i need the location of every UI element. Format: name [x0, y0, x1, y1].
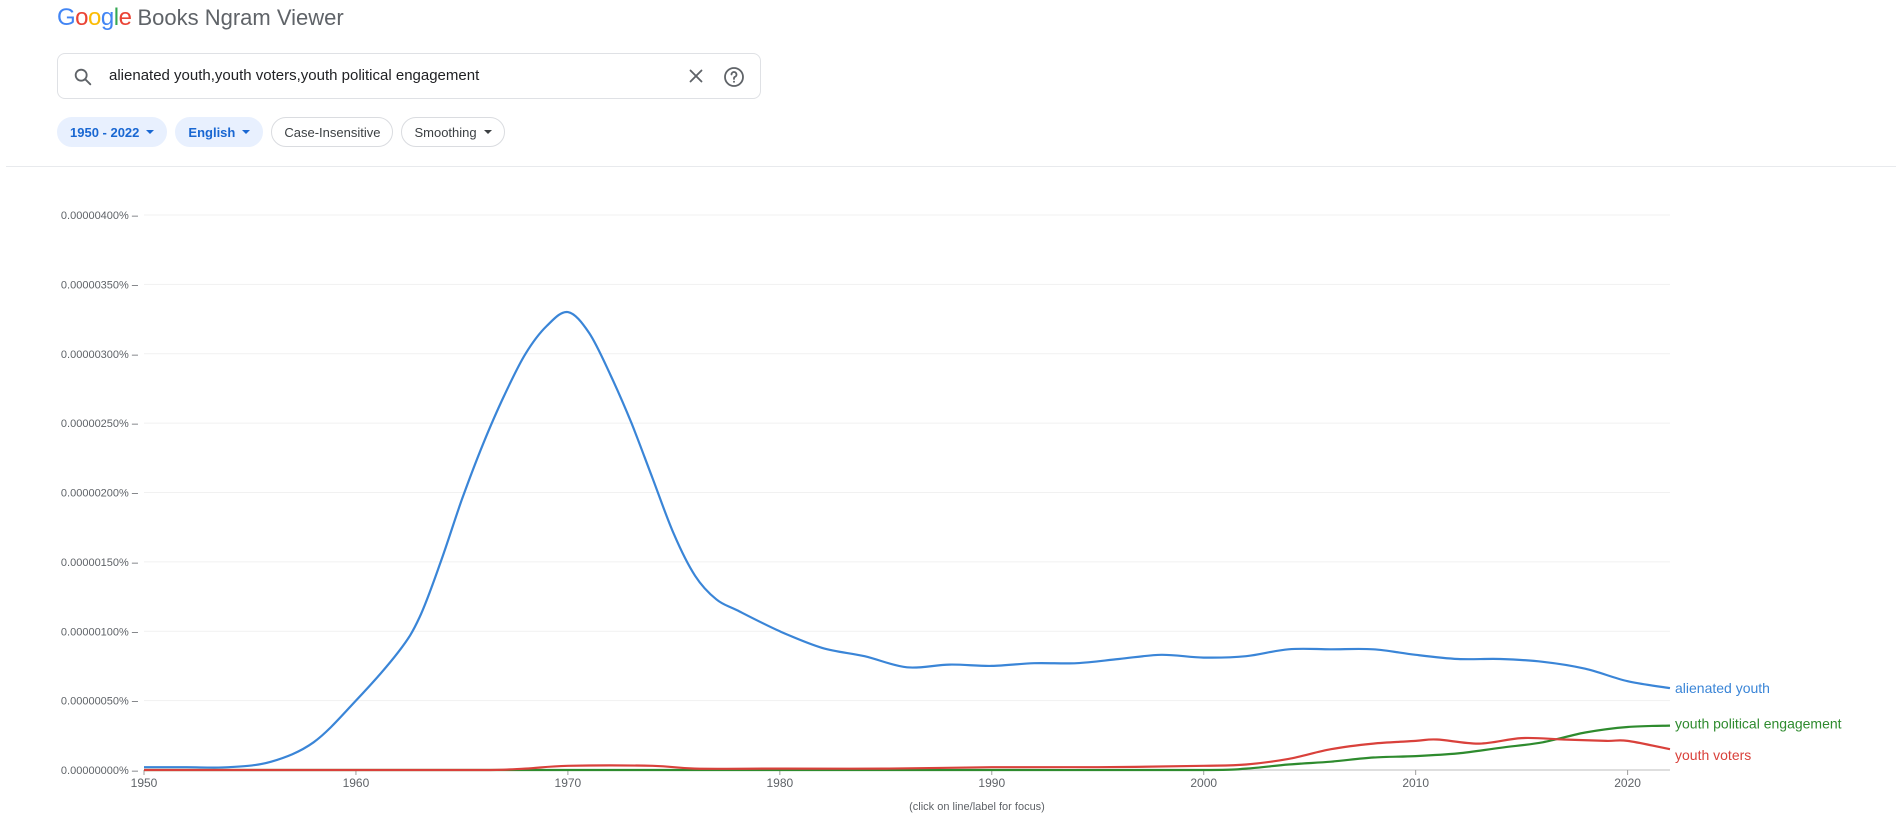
year-range-label: 1950 - 2022	[70, 124, 140, 140]
y-tick-label: 0.00000200% –	[61, 488, 139, 500]
x-tick-label: 1990	[978, 776, 1005, 790]
filter-chips: 1950 - 2022 English Case-Insensitive Smo…	[57, 117, 505, 147]
series-label-youth-political-engagement[interactable]: youth political engagement	[1675, 716, 1842, 732]
x-tick-label: 1980	[766, 776, 793, 790]
product-title: Books Ngram Viewer	[137, 5, 344, 30]
x-tick-label: 1970	[555, 776, 582, 790]
series-line-youth-political-engagement[interactable]	[143, 724, 1671, 772]
close-icon[interactable]	[685, 65, 707, 87]
y-tick-label: 0.00000300% –	[61, 349, 139, 361]
search-box[interactable]	[57, 53, 761, 99]
case-insensitive-toggle[interactable]: Case-Insensitive	[271, 117, 394, 147]
help-circle-icon[interactable]	[722, 65, 746, 89]
series-label-alienated-youth[interactable]: alienated youth	[1675, 680, 1770, 696]
chart-svg: 0.00000000% – 0.00000050% – 0.00000100% – 0…	[61, 210, 1842, 813]
smoothing-label: Smoothing	[414, 124, 477, 140]
y-tick-label: 0.00000150% –	[61, 557, 139, 569]
logo-letter: e	[118, 4, 132, 31]
case-insensitive-label: Case-Insensitive	[284, 124, 381, 140]
logo-letter: l	[113, 4, 119, 31]
series-label-youth-voters[interactable]: youth voters	[1675, 747, 1751, 763]
caret-down-icon	[146, 130, 155, 134]
corpus-dropdown[interactable]: English	[175, 117, 264, 147]
y-tick-label: 0.00000400% –	[61, 210, 139, 222]
y-tick-label: 0.00000250% –	[61, 418, 139, 430]
ngram-chart: 0.00000000% – 0.00000050% – 0.00000100% – 0…	[0, 170, 1902, 818]
corpus-label: English	[188, 124, 236, 140]
chart-footnote: (click on line/label for focus)	[909, 801, 1045, 813]
series-line-youth-voters[interactable]	[143, 736, 1671, 772]
series-line-alienated-youth[interactable]	[144, 310, 1671, 769]
search-input[interactable]	[109, 54, 669, 98]
logo-letter: g	[100, 4, 114, 31]
x-tick-label: 2020	[1614, 776, 1641, 790]
y-tick-label: 0.00000050% –	[61, 696, 139, 708]
x-tick-label: 2010	[1402, 776, 1429, 790]
x-tick-label: 2000	[1190, 776, 1217, 790]
x-tick-label: 1960	[343, 776, 370, 790]
x-tick-label: 1950	[131, 776, 158, 790]
smoothing-dropdown[interactable]: Smoothing	[401, 117, 505, 147]
y-tick-label: 0.00000100% –	[61, 626, 139, 638]
logo-letter: G	[57, 4, 76, 31]
y-tick-label: 0.00000350% –	[61, 279, 139, 291]
caret-down-icon	[483, 130, 492, 134]
google-logo[interactable]: Google	[57, 4, 132, 32]
search-icon	[74, 68, 92, 86]
y-tick-label: 0.00000000% –	[61, 765, 139, 777]
app-header: Google Books Ngram Viewer	[57, 4, 344, 36]
logo-letter: o	[88, 4, 101, 31]
logo-letter: o	[75, 4, 89, 31]
year-range-dropdown[interactable]: 1950 - 2022	[57, 117, 168, 147]
divider	[6, 166, 1896, 167]
caret-down-icon	[242, 130, 251, 134]
